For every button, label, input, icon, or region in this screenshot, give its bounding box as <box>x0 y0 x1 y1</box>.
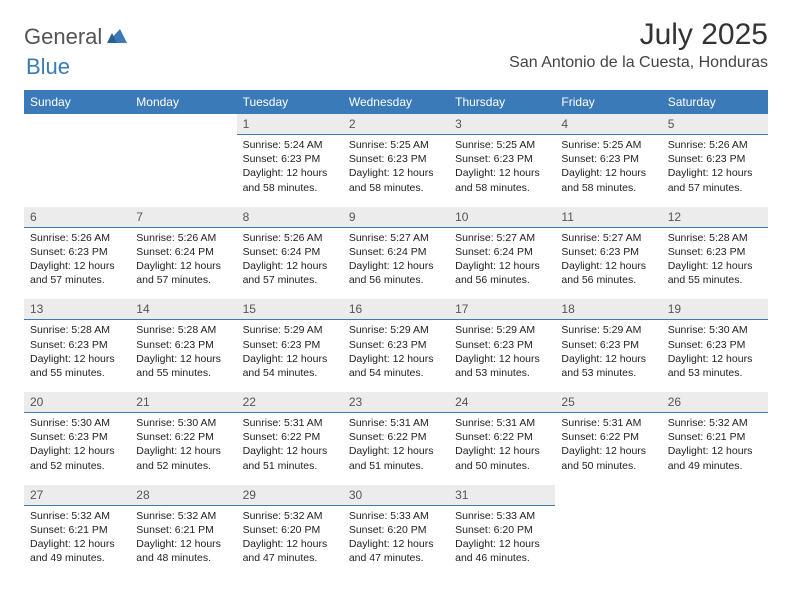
day-content-cell: Sunrise: 5:26 AMSunset: 6:23 PMDaylight:… <box>662 135 768 201</box>
dow-sunday: Sunday <box>24 90 130 114</box>
day-content-cell: Sunrise: 5:26 AMSunset: 6:24 PMDaylight:… <box>237 227 343 293</box>
dow-saturday: Saturday <box>662 90 768 114</box>
day-content-cell: Sunrise: 5:27 AMSunset: 6:24 PMDaylight:… <box>449 227 555 293</box>
day-content-row: Sunrise: 5:32 AMSunset: 6:21 PMDaylight:… <box>24 505 768 571</box>
day-number-cell <box>24 114 130 135</box>
day-number-cell: 10 <box>449 207 555 228</box>
day-of-week-row: Sunday Monday Tuesday Wednesday Thursday… <box>24 90 768 114</box>
day-number-cell: 21 <box>130 392 236 413</box>
day-content-cell: Sunrise: 5:31 AMSunset: 6:22 PMDaylight:… <box>555 413 661 479</box>
day-number-cell: 24 <box>449 392 555 413</box>
day-content-cell: Sunrise: 5:30 AMSunset: 6:22 PMDaylight:… <box>130 413 236 479</box>
day-content-cell: Sunrise: 5:29 AMSunset: 6:23 PMDaylight:… <box>449 320 555 386</box>
day-content-cell: Sunrise: 5:25 AMSunset: 6:23 PMDaylight:… <box>343 135 449 201</box>
day-content-cell: Sunrise: 5:29 AMSunset: 6:23 PMDaylight:… <box>555 320 661 386</box>
day-number-row: 2728293031 <box>24 485 768 506</box>
title-block: July 2025 San Antonio de la Cuesta, Hond… <box>509 18 768 72</box>
day-number-row: 20212223242526 <box>24 392 768 413</box>
day-number-cell: 29 <box>237 485 343 506</box>
day-content-cell <box>24 135 130 201</box>
day-content-row: Sunrise: 5:26 AMSunset: 6:23 PMDaylight:… <box>24 227 768 293</box>
day-content-cell: Sunrise: 5:33 AMSunset: 6:20 PMDaylight:… <box>343 505 449 571</box>
day-content-cell: Sunrise: 5:27 AMSunset: 6:23 PMDaylight:… <box>555 227 661 293</box>
day-number-cell: 5 <box>662 114 768 135</box>
day-content-cell: Sunrise: 5:28 AMSunset: 6:23 PMDaylight:… <box>24 320 130 386</box>
day-number-cell: 3 <box>449 114 555 135</box>
day-content-cell: Sunrise: 5:25 AMSunset: 6:23 PMDaylight:… <box>449 135 555 201</box>
brand-text-general: General <box>24 24 102 50</box>
day-number-cell: 9 <box>343 207 449 228</box>
day-content-cell <box>130 135 236 201</box>
day-number-cell <box>555 485 661 506</box>
day-content-cell: Sunrise: 5:32 AMSunset: 6:21 PMDaylight:… <box>24 505 130 571</box>
calendar-table: Sunday Monday Tuesday Wednesday Thursday… <box>24 90 768 571</box>
day-number-cell: 11 <box>555 207 661 228</box>
brand-logo: General <box>24 18 129 50</box>
calendar-body: 12345Sunrise: 5:24 AMSunset: 6:23 PMDayl… <box>24 114 768 571</box>
dow-monday: Monday <box>130 90 236 114</box>
day-number-cell: 16 <box>343 299 449 320</box>
day-number-cell: 1 <box>237 114 343 135</box>
day-number-cell: 22 <box>237 392 343 413</box>
day-number-row: 6789101112 <box>24 207 768 228</box>
dow-friday: Friday <box>555 90 661 114</box>
day-number-cell: 14 <box>130 299 236 320</box>
day-content-cell: Sunrise: 5:24 AMSunset: 6:23 PMDaylight:… <box>237 135 343 201</box>
day-content-cell <box>555 505 661 571</box>
brand-triangle-icon <box>107 27 127 48</box>
day-number-cell: 25 <box>555 392 661 413</box>
dow-thursday: Thursday <box>449 90 555 114</box>
day-content-cell: Sunrise: 5:30 AMSunset: 6:23 PMDaylight:… <box>662 320 768 386</box>
day-content-cell: Sunrise: 5:27 AMSunset: 6:24 PMDaylight:… <box>343 227 449 293</box>
day-number-cell: 17 <box>449 299 555 320</box>
day-content-row: Sunrise: 5:28 AMSunset: 6:23 PMDaylight:… <box>24 320 768 386</box>
day-content-cell: Sunrise: 5:28 AMSunset: 6:23 PMDaylight:… <box>662 227 768 293</box>
day-number-cell: 6 <box>24 207 130 228</box>
day-number-cell: 2 <box>343 114 449 135</box>
day-number-cell <box>662 485 768 506</box>
day-content-cell: Sunrise: 5:32 AMSunset: 6:21 PMDaylight:… <box>130 505 236 571</box>
day-number-cell: 19 <box>662 299 768 320</box>
day-number-cell <box>130 114 236 135</box>
day-content-row: Sunrise: 5:24 AMSunset: 6:23 PMDaylight:… <box>24 135 768 201</box>
day-number-cell: 4 <box>555 114 661 135</box>
day-content-cell: Sunrise: 5:33 AMSunset: 6:20 PMDaylight:… <box>449 505 555 571</box>
month-title: July 2025 <box>509 18 768 52</box>
day-number-cell: 28 <box>130 485 236 506</box>
day-content-cell: Sunrise: 5:28 AMSunset: 6:23 PMDaylight:… <box>130 320 236 386</box>
day-content-cell: Sunrise: 5:29 AMSunset: 6:23 PMDaylight:… <box>237 320 343 386</box>
day-content-cell: Sunrise: 5:31 AMSunset: 6:22 PMDaylight:… <box>343 413 449 479</box>
day-content-cell: Sunrise: 5:31 AMSunset: 6:22 PMDaylight:… <box>237 413 343 479</box>
day-content-cell: Sunrise: 5:26 AMSunset: 6:24 PMDaylight:… <box>130 227 236 293</box>
day-number-cell: 26 <box>662 392 768 413</box>
brand-text-blue: Blue <box>26 54 70 79</box>
day-number-cell: 30 <box>343 485 449 506</box>
day-number-cell: 12 <box>662 207 768 228</box>
day-content-cell: Sunrise: 5:30 AMSunset: 6:23 PMDaylight:… <box>24 413 130 479</box>
day-number-cell: 15 <box>237 299 343 320</box>
day-number-row: 13141516171819 <box>24 299 768 320</box>
day-content-cell: Sunrise: 5:25 AMSunset: 6:23 PMDaylight:… <box>555 135 661 201</box>
day-number-cell: 8 <box>237 207 343 228</box>
day-number-cell: 18 <box>555 299 661 320</box>
day-content-row: Sunrise: 5:30 AMSunset: 6:23 PMDaylight:… <box>24 413 768 479</box>
day-content-cell <box>662 505 768 571</box>
day-content-cell: Sunrise: 5:31 AMSunset: 6:22 PMDaylight:… <box>449 413 555 479</box>
day-content-cell: Sunrise: 5:29 AMSunset: 6:23 PMDaylight:… <box>343 320 449 386</box>
day-number-cell: 7 <box>130 207 236 228</box>
day-number-cell: 13 <box>24 299 130 320</box>
location-label: San Antonio de la Cuesta, Honduras <box>509 54 768 72</box>
day-number-cell: 23 <box>343 392 449 413</box>
day-number-row: 12345 <box>24 114 768 135</box>
dow-tuesday: Tuesday <box>237 90 343 114</box>
day-content-cell: Sunrise: 5:26 AMSunset: 6:23 PMDaylight:… <box>24 227 130 293</box>
day-number-cell: 20 <box>24 392 130 413</box>
dow-wednesday: Wednesday <box>343 90 449 114</box>
day-number-cell: 31 <box>449 485 555 506</box>
day-content-cell: Sunrise: 5:32 AMSunset: 6:20 PMDaylight:… <box>237 505 343 571</box>
day-content-cell: Sunrise: 5:32 AMSunset: 6:21 PMDaylight:… <box>662 413 768 479</box>
day-number-cell: 27 <box>24 485 130 506</box>
calendar-page: General July 2025 San Antonio de la Cues… <box>0 0 792 589</box>
